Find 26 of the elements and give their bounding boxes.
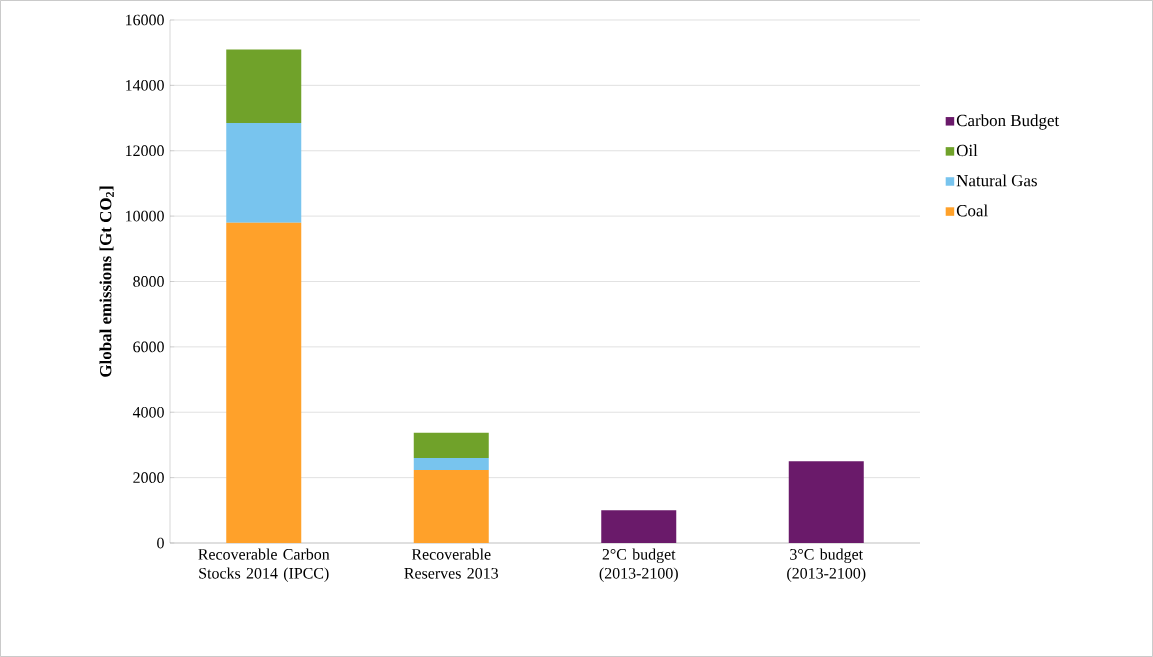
x-tick-label: Recoverable Carbon Stocks 2014 (IPCC) bbox=[198, 548, 330, 582]
y-tick-label: 10000 bbox=[126, 210, 164, 222]
x-tick-label: 3°C budget (2013-2100) bbox=[787, 548, 866, 582]
y-axis-title: Global emissions [Gt CO$_{2}$] bbox=[99, 186, 114, 377]
y-tick-label: 14000 bbox=[126, 80, 164, 91]
bar bbox=[226, 122, 302, 223]
bar bbox=[413, 458, 489, 471]
x-tick-label: Recoverable Reserves 2013 bbox=[404, 548, 498, 579]
y-tick-label: 0 bbox=[157, 537, 164, 549]
legend-label: Coal bbox=[956, 204, 988, 217]
bar bbox=[226, 222, 302, 543]
y-tick-label: 4000 bbox=[132, 406, 164, 418]
y-tick-label: 8000 bbox=[133, 276, 164, 287]
bar bbox=[788, 461, 864, 543]
y-tick-label: 6000 bbox=[133, 341, 164, 353]
bar bbox=[413, 432, 489, 459]
x-tick-label: 2°C budget (2013-2100) bbox=[599, 548, 678, 582]
bar bbox=[601, 510, 677, 543]
legend-label: Oil bbox=[956, 144, 978, 157]
legend-label: Carbon Budget bbox=[956, 114, 1060, 130]
y-tick-label: 2000 bbox=[133, 472, 164, 483]
bar bbox=[413, 470, 489, 543]
bar bbox=[226, 49, 302, 123]
y-tick-label: 12000 bbox=[126, 145, 164, 157]
y-tick-label: 16000 bbox=[126, 14, 164, 26]
legend-label: Natural Gas bbox=[956, 174, 1037, 187]
